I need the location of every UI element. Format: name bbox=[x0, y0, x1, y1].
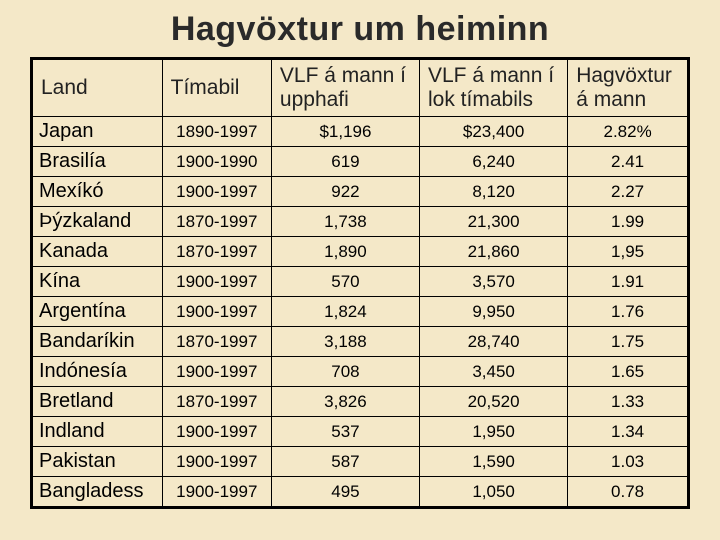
cell-growth: 2.41 bbox=[568, 147, 688, 177]
cell-country: Japan bbox=[33, 117, 163, 147]
cell-growth: 1.33 bbox=[568, 387, 688, 417]
cell-period: 1900-1997 bbox=[162, 417, 271, 447]
cell-period: 1900-1997 bbox=[162, 177, 271, 207]
cell-period: 1900-1997 bbox=[162, 357, 271, 387]
cell-period: 1870-1997 bbox=[162, 327, 271, 357]
cell-country: Þýzkaland bbox=[33, 207, 163, 237]
cell-vlf-start: 1,738 bbox=[271, 207, 419, 237]
table-row: Bretland1870-19973,82620,5201.33 bbox=[33, 387, 688, 417]
cell-growth: 1,95 bbox=[568, 237, 688, 267]
table-row: Japan1890-1997$1,196$23,4002.82% bbox=[33, 117, 688, 147]
cell-vlf-start: 537 bbox=[271, 417, 419, 447]
cell-vlf-end: 3,450 bbox=[420, 357, 568, 387]
cell-vlf-start: $1,196 bbox=[271, 117, 419, 147]
cell-growth: 1.03 bbox=[568, 447, 688, 477]
cell-vlf-end: 20,520 bbox=[420, 387, 568, 417]
cell-growth: 1.34 bbox=[568, 417, 688, 447]
table-row: Indland1900-19975371,9501.34 bbox=[33, 417, 688, 447]
header-timabil-label: Tímabil bbox=[169, 75, 242, 101]
slide: Hagvöxtur um heiminn Land Tímabil VLF á … bbox=[0, 0, 720, 540]
table-row: Argentína1900-19971,8249,9501.76 bbox=[33, 297, 688, 327]
cell-vlf-start: 3,188 bbox=[271, 327, 419, 357]
cell-vlf-end: 21,860 bbox=[420, 237, 568, 267]
cell-growth: 1.65 bbox=[568, 357, 688, 387]
cell-growth: 1.91 bbox=[568, 267, 688, 297]
header-vlf-end-label: VLF á mann í lok tímabils bbox=[426, 63, 561, 113]
header-vlf-start-label: VLF á mann í upphafi bbox=[278, 63, 413, 113]
cell-vlf-start: 570 bbox=[271, 267, 419, 297]
table-row: Mexíkó1900-19979228,1202.27 bbox=[33, 177, 688, 207]
cell-period: 1900-1997 bbox=[162, 297, 271, 327]
cell-period: 1870-1997 bbox=[162, 207, 271, 237]
cell-period: 1900-1997 bbox=[162, 477, 271, 507]
cell-country: Pakistan bbox=[33, 447, 163, 477]
cell-country: Indónesía bbox=[33, 357, 163, 387]
cell-period: 1870-1997 bbox=[162, 387, 271, 417]
header-vlf-start: VLF á mann í upphafi bbox=[271, 60, 419, 117]
cell-growth: 0.78 bbox=[568, 477, 688, 507]
header-land: Land bbox=[33, 60, 163, 117]
table-body: Japan1890-1997$1,196$23,4002.82%Brasilía… bbox=[33, 117, 688, 507]
cell-period: 1870-1997 bbox=[162, 237, 271, 267]
cell-vlf-start: 495 bbox=[271, 477, 419, 507]
cell-growth: 1.99 bbox=[568, 207, 688, 237]
cell-country: Kanada bbox=[33, 237, 163, 267]
cell-country: Indland bbox=[33, 417, 163, 447]
cell-vlf-start: 3,826 bbox=[271, 387, 419, 417]
cell-country: Bangladess bbox=[33, 477, 163, 507]
cell-vlf-end: 1,950 bbox=[420, 417, 568, 447]
cell-country: Brasilía bbox=[33, 147, 163, 177]
table-row: Indónesía1900-19977083,4501.65 bbox=[33, 357, 688, 387]
cell-vlf-start: 922 bbox=[271, 177, 419, 207]
cell-period: 1900-1997 bbox=[162, 267, 271, 297]
cell-vlf-start: 619 bbox=[271, 147, 419, 177]
cell-vlf-end: 1,050 bbox=[420, 477, 568, 507]
cell-growth: 2.27 bbox=[568, 177, 688, 207]
table-header-row: Land Tímabil VLF á mann í upphafi VLF á … bbox=[33, 60, 688, 117]
table-row: Bangladess1900-19974951,0500.78 bbox=[33, 477, 688, 507]
cell-period: 1900-1990 bbox=[162, 147, 271, 177]
cell-vlf-start: 708 bbox=[271, 357, 419, 387]
cell-vlf-end: 21,300 bbox=[420, 207, 568, 237]
table-row: Bandaríkin1870-19973,18828,7401.75 bbox=[33, 327, 688, 357]
cell-growth: 1.76 bbox=[568, 297, 688, 327]
header-land-label: Land bbox=[39, 75, 90, 101]
header-growth: Hagvöxtur á mann bbox=[568, 60, 688, 117]
cell-country: Bretland bbox=[33, 387, 163, 417]
table-row: Kína1900-19975703,5701.91 bbox=[33, 267, 688, 297]
cell-country: Mexíkó bbox=[33, 177, 163, 207]
table-row: Þýzkaland1870-19971,73821,3001.99 bbox=[33, 207, 688, 237]
cell-vlf-start: 1,824 bbox=[271, 297, 419, 327]
cell-period: 1890-1997 bbox=[162, 117, 271, 147]
cell-period: 1900-1997 bbox=[162, 447, 271, 477]
cell-vlf-end: 8,120 bbox=[420, 177, 568, 207]
header-vlf-end: VLF á mann í lok tímabils bbox=[420, 60, 568, 117]
slide-title: Hagvöxtur um heiminn bbox=[0, 10, 720, 49]
header-timabil: Tímabil bbox=[162, 60, 271, 117]
cell-vlf-end: 1,590 bbox=[420, 447, 568, 477]
cell-vlf-end: 9,950 bbox=[420, 297, 568, 327]
growth-table: Land Tímabil VLF á mann í upphafi VLF á … bbox=[32, 59, 688, 507]
cell-vlf-start: 1,890 bbox=[271, 237, 419, 267]
cell-vlf-end: 6,240 bbox=[420, 147, 568, 177]
table-container: Land Tímabil VLF á mann í upphafi VLF á … bbox=[30, 57, 690, 509]
table-row: Pakistan1900-19975871,5901.03 bbox=[33, 447, 688, 477]
table-row: Brasilía1900-19906196,2402.41 bbox=[33, 147, 688, 177]
cell-vlf-start: 587 bbox=[271, 447, 419, 477]
cell-country: Bandaríkin bbox=[33, 327, 163, 357]
header-growth-label: Hagvöxtur á mann bbox=[574, 63, 681, 113]
cell-country: Argentína bbox=[33, 297, 163, 327]
cell-vlf-end: $23,400 bbox=[420, 117, 568, 147]
cell-vlf-end: 28,740 bbox=[420, 327, 568, 357]
cell-growth: 2.82% bbox=[568, 117, 688, 147]
cell-country: Kína bbox=[33, 267, 163, 297]
cell-growth: 1.75 bbox=[568, 327, 688, 357]
table-row: Kanada1870-19971,89021,8601,95 bbox=[33, 237, 688, 267]
cell-vlf-end: 3,570 bbox=[420, 267, 568, 297]
